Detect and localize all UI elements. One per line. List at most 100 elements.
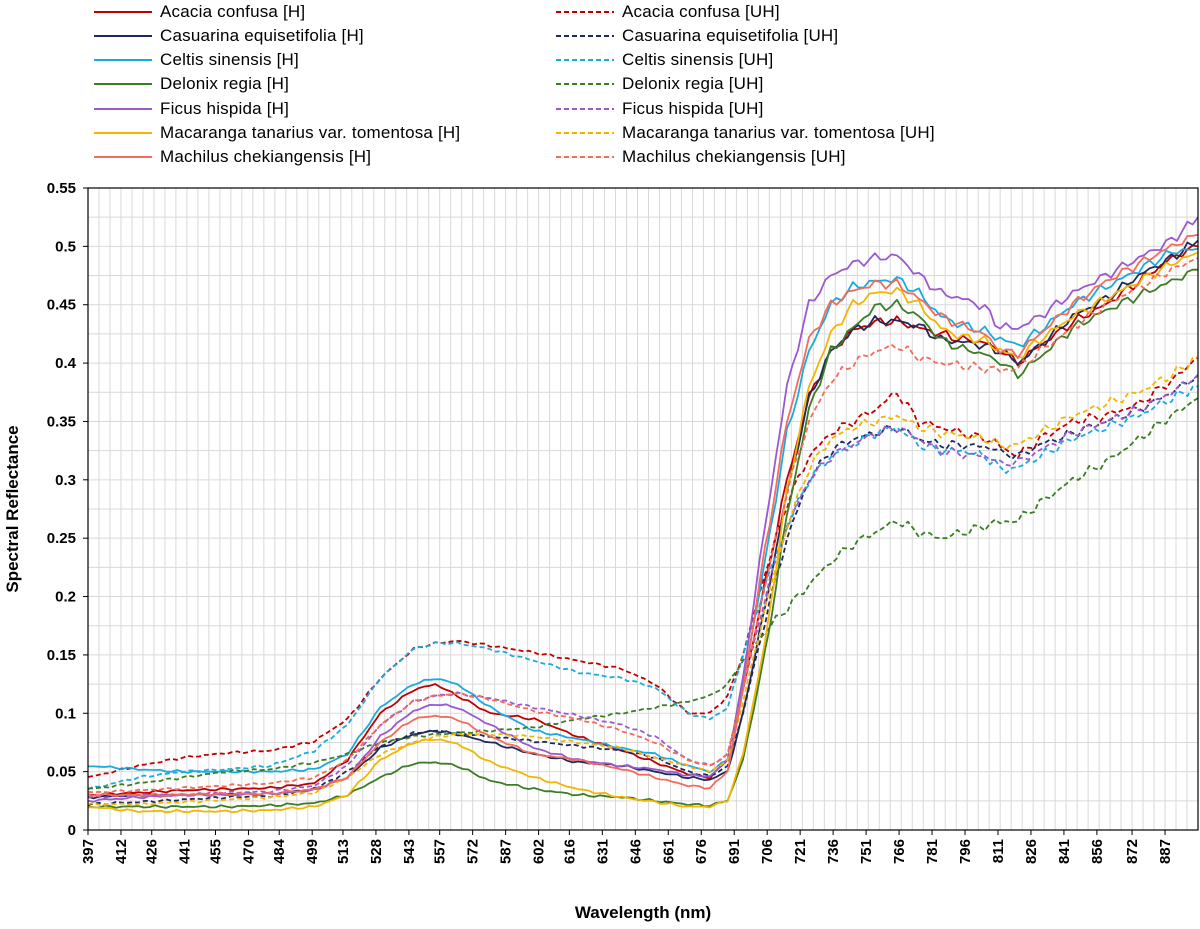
series-line-casuarina-equisetifolia-uh (87, 374, 1199, 806)
legend-swatch (94, 83, 152, 86)
legend-swatch (94, 132, 152, 134)
x-tick-label: 543 (401, 839, 418, 864)
legend-item-macaranga-tanarius-var-tomentosa-uh: Macaranga tanarius var. tomentosa [UH] (556, 122, 935, 145)
plot-frame (87, 187, 1199, 831)
legend-label: Acacia confusa [H] (160, 1, 306, 21)
x-tick-label: 706 (759, 839, 776, 864)
x-tick-label: 631 (594, 839, 611, 864)
x-tick-label: 661 (660, 839, 677, 864)
legend-item-delonix-regia-h: Delonix regia [H] (94, 73, 289, 96)
x-tick-label: 426 (144, 839, 161, 864)
x-tick-label: 826 (1023, 839, 1040, 864)
legend-item-delonix-regia-uh: Delonix regia [UH] (556, 73, 764, 96)
x-tick-label: 721 (792, 839, 809, 864)
y-tick-label: 0.4 (55, 355, 77, 372)
series-line-celtis-sinensis-h (88, 247, 1199, 774)
legend-swatch (94, 107, 152, 110)
x-tick-label: 455 (207, 839, 224, 864)
legend-swatch (556, 132, 614, 134)
x-axis-ticks: 397 412 426 441 455 470 484 499 513 528 543 557 572 5… (80, 830, 1174, 864)
legend-item-machilus-chekiangensis-uh: Machilus chekiangensis [UH] (556, 146, 846, 169)
legend-item-casuarina-equisetifolia-uh: Casuarina equisetifolia [UH] (556, 24, 838, 47)
legend-swatch (556, 107, 614, 110)
series-line-ficus-hispida-uh (87, 374, 1199, 799)
legend-item-ficus-hispida-h: Ficus hispida [H] (94, 97, 289, 120)
x-tick-label: 513 (335, 839, 352, 864)
legend-swatch (94, 10, 152, 13)
series-line-machilus-chekiangensis-h (87, 233, 1199, 797)
y-tick-label: 0.55 (47, 180, 76, 197)
legend-label: Acacia confusa [UH] (622, 1, 780, 21)
y-tick-label: 0.2 (55, 589, 76, 606)
legend-label: Casuarina equisetifolia [UH] (622, 25, 839, 45)
legend-item-casuarina-equisetifolia-h: Casuarina equisetifolia [H] (94, 24, 364, 47)
legend-item-ficus-hispida-uh: Ficus hispida [UH] (556, 97, 764, 120)
x-tick-label: 736 (825, 839, 842, 864)
chart-legend: Acacia confusa [H] Acacia confusa [UH] Cas… (90, 0, 1090, 180)
legend-label: Ficus hispida [H] (160, 98, 290, 118)
y-tick-label: 0.05 (47, 764, 76, 781)
y-axis-title: Spectral Reflectance (3, 425, 22, 592)
series-line-acacia-confusa-uh (87, 356, 1199, 778)
x-tick-label: 646 (627, 839, 644, 864)
x-tick-label: 484 (271, 838, 288, 864)
x-tick-label: 856 (1089, 839, 1106, 864)
y-tick-label: 0.15 (47, 647, 76, 664)
legend-label: Ficus hispida [UH] (622, 98, 764, 118)
legend-swatch (556, 59, 614, 62)
legend-swatch (556, 156, 614, 159)
x-tick-label: 572 (465, 839, 482, 864)
x-tick-label: 470 (240, 839, 257, 864)
x-tick-label: 676 (693, 839, 710, 864)
x-tick-label: 397 (80, 839, 97, 864)
series-lines (87, 216, 1199, 814)
grid (87, 187, 1199, 831)
x-tick-label: 781 (924, 839, 941, 864)
legend-item-acacia-confusa-h: Acacia confusa [H] (94, 0, 305, 23)
legend-label: Macaranga tanarius var. tomentosa [UH] (622, 123, 935, 142)
legend-label: Delonix regia [UH] (622, 74, 764, 94)
legend-item-machilus-chekiangensis-h: Machilus chekiangensis [H] (94, 146, 371, 169)
x-tick-label: 691 (726, 839, 743, 864)
x-axis-title: Wavelength (nm) (575, 903, 711, 922)
x-tick-label: 499 (304, 839, 321, 864)
legend-label: Celtis sinensis [UH] (622, 50, 774, 70)
series-line-macaranga-tanarius-var-tomentosa-h (88, 251, 1199, 814)
y-tick-label: 0.5 (55, 238, 76, 255)
legend-item-celtis-sinensis-h: Celtis sinensis [H] (94, 49, 299, 72)
x-tick-label: 796 (957, 839, 974, 864)
legend-item-celtis-sinensis-uh: Celtis sinensis [UH] (556, 49, 773, 72)
legend-item-macaranga-tanarius-var-tomentosa-h: Macaranga tanarius var. tomentosa [H] (94, 122, 460, 145)
x-tick-label: 811 (990, 839, 1007, 863)
y-axis-ticks: 0 0.05 0.1 0.15 0.2 0.25 0.3 0.35 0.4 0.45 0.5 0.55 (47, 180, 88, 839)
legend-label: Celtis sinensis [H] (160, 50, 299, 70)
series-line-celtis-sinensis-uh (87, 385, 1199, 791)
legend-swatch (556, 83, 614, 86)
y-tick-label: 0.45 (47, 297, 76, 314)
x-tick-label: 766 (891, 839, 908, 864)
x-tick-label: 441 (177, 839, 194, 864)
series-line-acacia-confusa-h (87, 244, 1199, 797)
y-tick-label: 0 (68, 822, 76, 839)
x-tick-label: 602 (531, 839, 548, 864)
x-tick-label: 887 (1157, 839, 1174, 864)
legend-label: Macaranga tanarius var. tomentosa [H] (160, 123, 461, 142)
x-tick-label: 587 (498, 839, 515, 864)
x-tick-label: 412 (113, 839, 130, 864)
y-tick-label: 0.3 (55, 472, 76, 489)
legend-swatch (94, 59, 152, 62)
legend-label: Casuarina equisetifolia [H] (160, 25, 364, 45)
legend-swatch (94, 156, 152, 159)
x-tick-label: 616 (561, 839, 578, 864)
y-tick-label: 0.1 (55, 705, 76, 722)
series-line-machilus-chekiangensis-uh (87, 257, 1199, 794)
x-tick-label: 751 (858, 839, 875, 864)
series-line-casuarina-equisetifolia-h (87, 239, 1199, 800)
legend-item-acacia-confusa-uh: Acacia confusa [UH] (556, 0, 780, 23)
x-tick-label: 841 (1056, 839, 1073, 864)
series-line-macaranga-tanarius-var-tomentosa-uh (87, 356, 1199, 807)
legend-label: Machilus chekiangensis [UH] (622, 147, 846, 167)
legend-label: Machilus chekiangensis [H] (160, 147, 372, 167)
series-line-delonix-regia-uh (87, 397, 1199, 790)
